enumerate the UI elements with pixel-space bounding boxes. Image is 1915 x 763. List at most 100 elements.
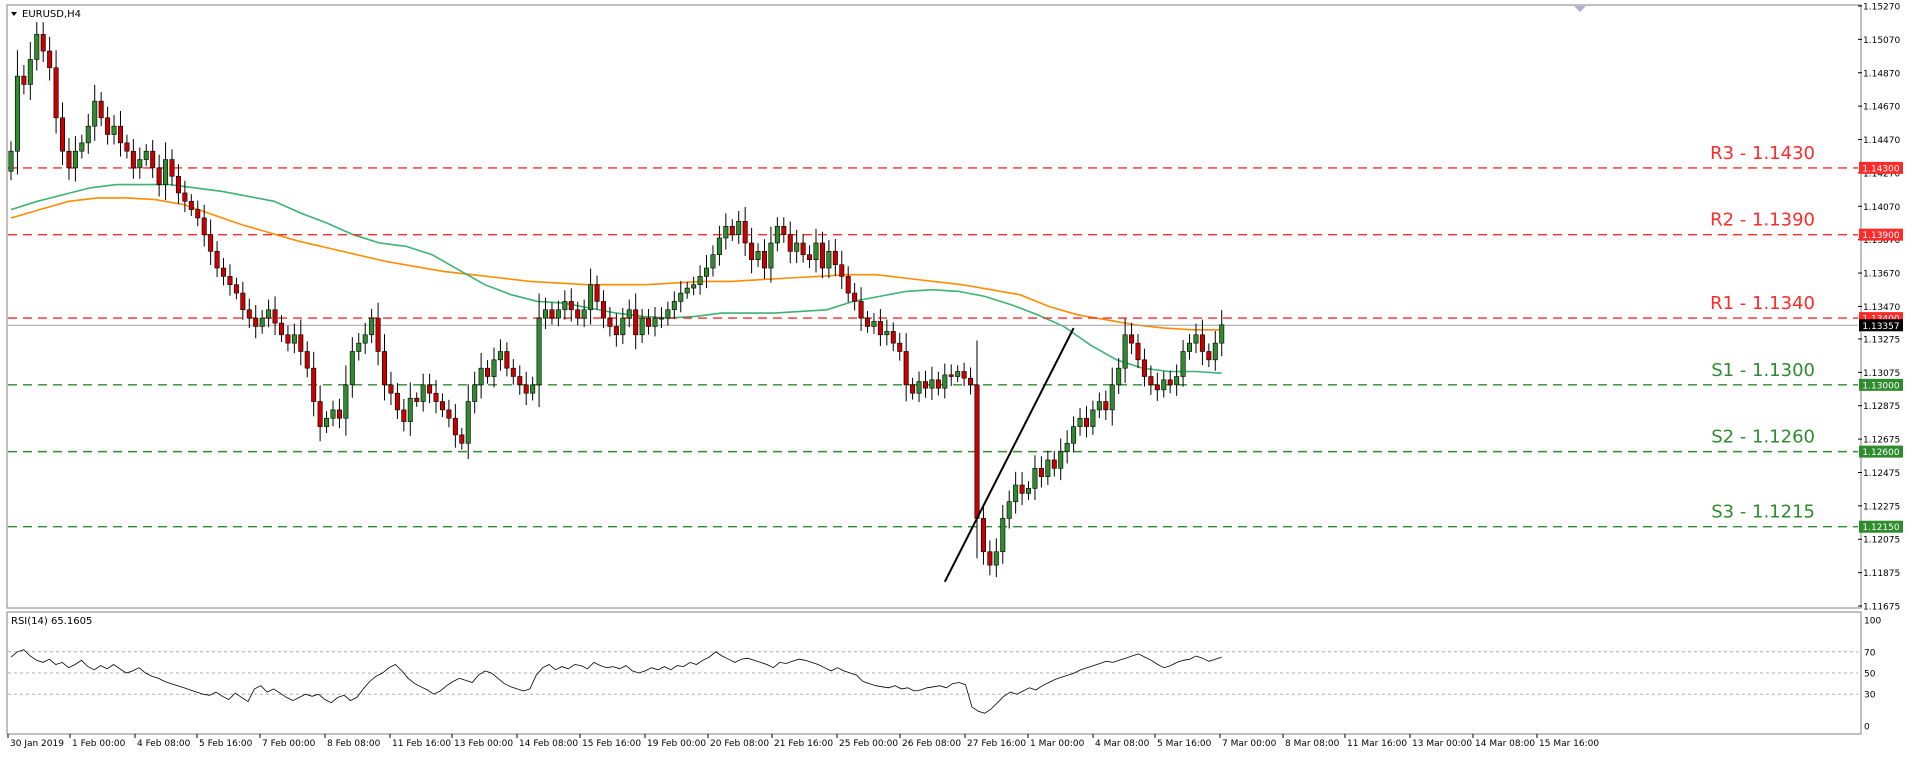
time-tick-label: 11 Feb 16:00 [392, 739, 451, 749]
candle-body [1019, 484, 1025, 494]
candle-body [1161, 379, 1167, 391]
level-price-tag-label: 1.12150 [1862, 523, 1899, 533]
candle-body [1206, 351, 1212, 361]
candle-body [1141, 359, 1147, 377]
price-tick-label: 1.11875 [1863, 569, 1900, 579]
candle-body [291, 334, 297, 344]
price-tick-label: 1.12075 [1863, 536, 1900, 546]
candle-body [1103, 401, 1109, 411]
level-label-r3: R3 - 1.1430 [1710, 143, 1815, 164]
candle-body [562, 301, 568, 311]
level-price-tag-label: 1.12600 [1862, 448, 1899, 458]
candle-body [749, 242, 755, 260]
candle-body [646, 317, 652, 327]
candle-body [955, 371, 961, 377]
candle-body [549, 309, 555, 319]
candle-body [485, 367, 491, 377]
candle-body [1032, 468, 1038, 489]
candle-body [787, 234, 793, 252]
price-tick-label: 1.15070 [1863, 36, 1900, 46]
candle-body [330, 409, 336, 419]
candle-body [1148, 376, 1154, 386]
time-tick-label: 25 Feb 00:00 [839, 739, 898, 749]
candle-body [98, 100, 104, 119]
price-tick-label: 1.13470 [1863, 303, 1900, 313]
current-price-tag-label: 1.13357 [1862, 322, 1899, 332]
candle-body [1058, 451, 1064, 469]
candle-body [317, 401, 323, 427]
price-tick-label: 1.13670 [1863, 270, 1900, 280]
candle-body [852, 292, 858, 302]
ma-slow-line [10, 197, 1222, 331]
candle-body [227, 276, 233, 286]
time-tick-label: 14 Mar 08:00 [1475, 739, 1535, 749]
candle-body [117, 125, 123, 144]
candle-body [588, 284, 594, 311]
candle-body [433, 392, 439, 402]
candle-body [1193, 334, 1199, 344]
candle-body [839, 264, 845, 277]
chart-menu-arrow-icon[interactable] [11, 12, 17, 16]
candle-body [375, 317, 381, 352]
time-tick-label: 7 Feb 00:00 [262, 739, 316, 749]
price-tick-label: 1.12675 [1863, 436, 1900, 446]
candle-body [607, 317, 613, 327]
candle-body [233, 284, 239, 294]
candle-body [452, 417, 458, 436]
level-label-r2: R2 - 1.1390 [1710, 210, 1815, 231]
candle-body [942, 374, 948, 389]
candle-body [253, 317, 259, 327]
trendline [943, 327, 1075, 583]
candle-body [1116, 367, 1122, 386]
candle-body [266, 309, 272, 319]
rsi-label: RSI(14) 65.1605 [11, 616, 92, 627]
candle-body [369, 317, 375, 336]
candle-body [1180, 351, 1186, 377]
candle-body [555, 309, 561, 319]
price-tick-label: 1.11675 [1863, 603, 1900, 613]
price-tick-label: 1.13870 [1863, 236, 1900, 246]
time-tick-label: 27 Feb 16:00 [967, 739, 1026, 749]
time-tick-label: 21 Feb 16:00 [774, 739, 833, 749]
time-tick-label: 8 Feb 08:00 [327, 739, 381, 749]
candle-body [774, 226, 780, 244]
time-tick-label: 19 Feb 00:00 [647, 739, 706, 749]
price-tags: 1.143001.139001.134001.130001.126001.121… [1859, 161, 1903, 533]
candle-body [1109, 384, 1115, 411]
candle-body [568, 301, 574, 311]
time-tick-label: 4 Feb 08:00 [137, 739, 191, 749]
candle-body [1071, 426, 1077, 444]
candle-body [272, 309, 278, 324]
candle-body [697, 276, 703, 286]
candle-body [716, 237, 722, 255]
candle-body [1096, 401, 1102, 411]
candle-body [1038, 468, 1044, 477]
candle-body [53, 67, 59, 119]
candle-body [813, 242, 819, 260]
rsi-panel: 100 70 50 30 0 [8, 617, 1881, 733]
candle-body [1174, 376, 1180, 386]
candle-body [491, 359, 497, 377]
moving-averages [10, 183, 1222, 374]
candle-body [903, 351, 909, 386]
time-tick-label: 13 Mar 00:00 [1412, 739, 1472, 749]
level-label-s2: S2 - 1.1260 [1711, 427, 1815, 448]
candle-body [14, 75, 20, 152]
candle-body [974, 384, 980, 519]
candle-body [865, 317, 871, 327]
candle-body [742, 220, 748, 244]
candle-body [890, 331, 896, 344]
main-panel-frame [6, 4, 1862, 609]
candle-body [298, 334, 304, 352]
candle-body [871, 321, 877, 327]
chart-shift-marker-icon[interactable] [1574, 6, 1586, 12]
candle-body [156, 167, 162, 185]
candle-body [987, 551, 993, 566]
ma-fast-line [10, 183, 1222, 374]
candle-body [916, 381, 922, 394]
candle-body [465, 401, 471, 444]
candle-body [420, 384, 426, 402]
candle-body [729, 226, 735, 235]
candle-body [884, 331, 890, 336]
level-label-s3: S3 - 1.1215 [1711, 502, 1815, 523]
